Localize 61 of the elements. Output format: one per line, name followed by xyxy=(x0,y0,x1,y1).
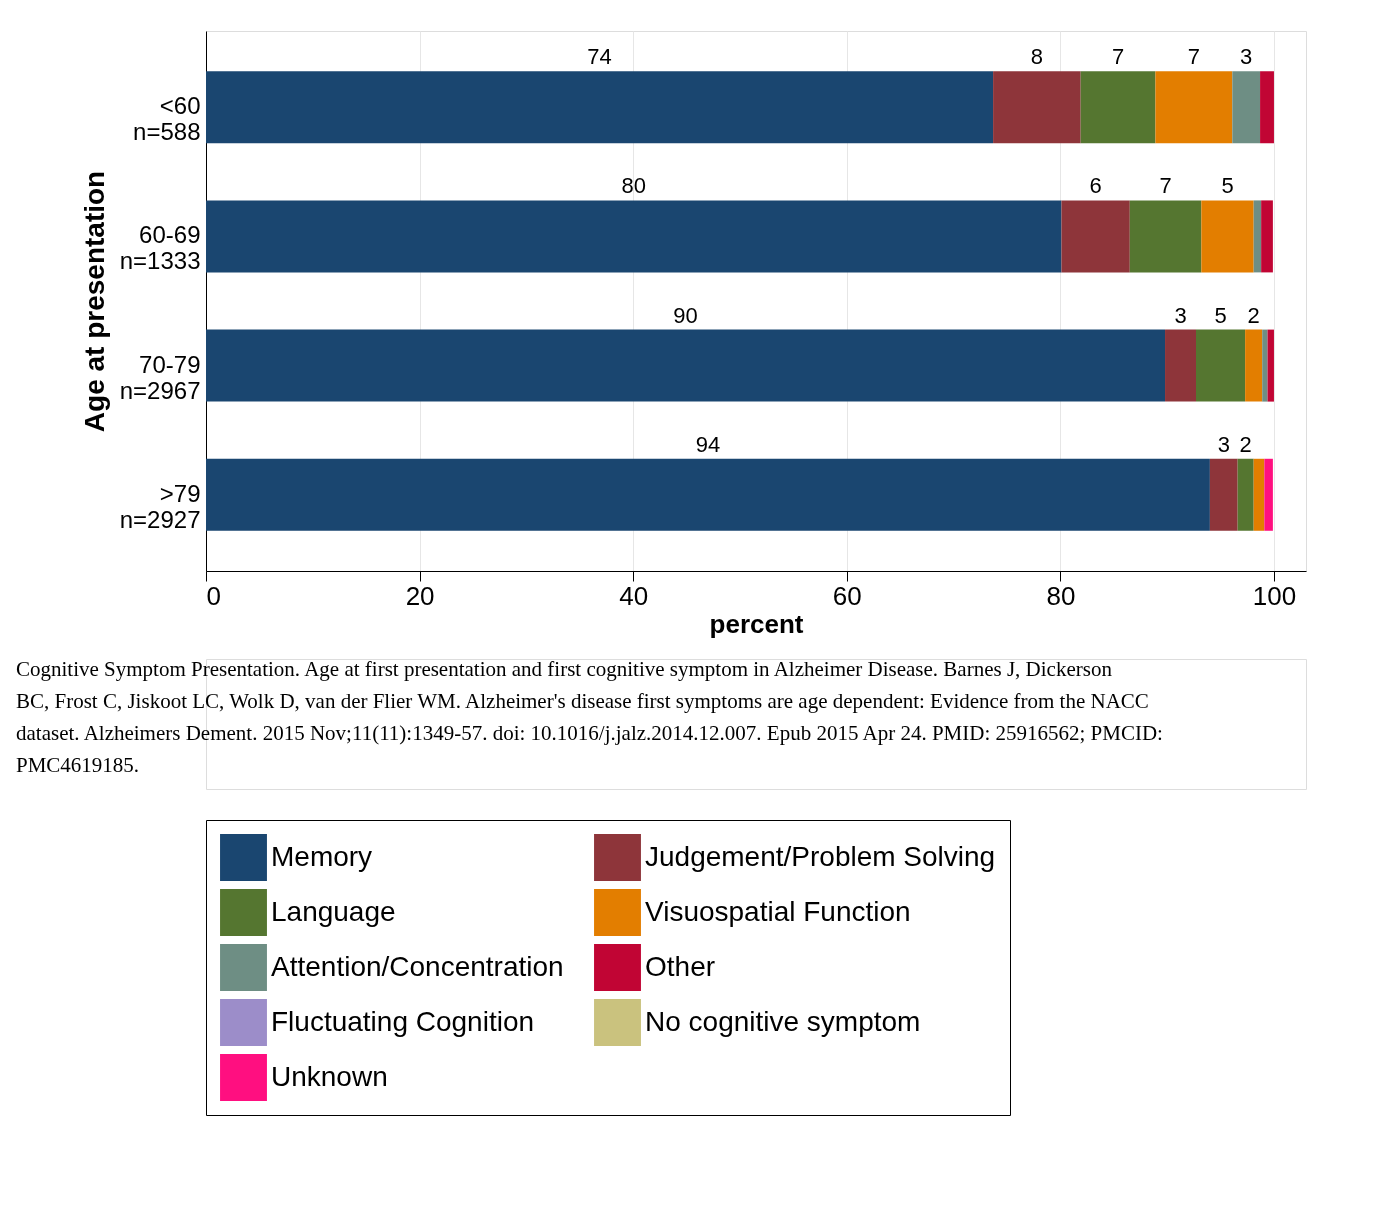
bar xyxy=(1261,200,1273,273)
bar xyxy=(1237,458,1254,531)
x-tick-label: 80 xyxy=(1046,580,1076,611)
bar xyxy=(1253,200,1262,273)
data-label: 3 xyxy=(1240,44,1253,70)
bar xyxy=(1209,458,1238,531)
data-label: 74 xyxy=(587,44,612,70)
data-label: 90 xyxy=(673,302,698,328)
data-label: 3 xyxy=(1174,302,1187,328)
data-label: 2 xyxy=(1247,302,1260,328)
data-label: 7 xyxy=(1187,44,1200,70)
data-label: 94 xyxy=(695,431,721,457)
legend-label: No cognitive symptom xyxy=(645,1005,921,1037)
legend-label: Judgement/Problem Solving xyxy=(645,840,996,872)
x-tick-label: 100 xyxy=(1252,580,1297,611)
bar xyxy=(1232,71,1261,144)
bar xyxy=(206,458,1210,531)
data-label: 6 xyxy=(1089,173,1102,199)
bar xyxy=(1080,71,1156,144)
data-label: 3 xyxy=(1217,431,1230,457)
bar xyxy=(1262,329,1268,402)
bar xyxy=(1201,200,1254,273)
y-tick-label: <60 n=588 xyxy=(133,92,201,146)
data-label: 7 xyxy=(1159,173,1172,199)
bar xyxy=(1129,200,1202,273)
bar xyxy=(993,71,1081,144)
y-axis-title: Age at presentation xyxy=(78,170,110,433)
x-tick-label: 40 xyxy=(619,580,649,611)
text: Cognitive Symptom Presentation. Age at first presentation and first cognitive symptom in Alzheimer Disease. Barnes J, Dickerson BC, Frost C, Jiskoot LC, Wolk D, van der Flier WM. Alzheimer's disease first symptoms are age dependent: Evidence from the NACC dataset. Alzheimers Dement. 2015 Nov;11(11):1349-57. doi: 10.1016/j.jalz.2014.12.007. Epub 2015 Apr 24. PMID: 25916562; PMCID: PMC4619185. xyxy=(16,657,1163,777)
x-axis-title: percent xyxy=(709,608,804,639)
data-label: 80 xyxy=(621,173,646,199)
legend-label: Attention/Concentration xyxy=(271,950,564,982)
data-label: 5 xyxy=(1214,302,1227,328)
legend-label: Other xyxy=(645,950,716,982)
x-tick-label: 20 xyxy=(405,580,435,611)
legend-label: Language xyxy=(271,895,396,927)
data-label: 8 xyxy=(1030,44,1043,70)
legend-label: Fluctuating Cognition xyxy=(271,1005,535,1037)
x-tick-label: 60 xyxy=(832,580,862,611)
legend-label: Memory xyxy=(271,840,373,872)
y-tick-label: 70-79 n=2967 xyxy=(119,350,201,404)
bar xyxy=(1196,329,1246,402)
y-tick-label: 60-69 n=1333 xyxy=(119,221,201,275)
bar xyxy=(206,200,1062,273)
bar xyxy=(1165,329,1196,402)
bar xyxy=(206,329,1166,402)
data-label: 7 xyxy=(1111,44,1125,70)
x-tick-label: 0 xyxy=(206,580,221,611)
bar xyxy=(1155,71,1233,144)
legend-label: Unknown xyxy=(271,1060,388,1092)
data-label: 2 xyxy=(1239,431,1252,457)
bar xyxy=(1245,329,1263,402)
bar xyxy=(1260,71,1274,144)
bar xyxy=(1267,329,1274,402)
legend-label: Visuospatial Function xyxy=(645,895,911,927)
bar xyxy=(1061,200,1130,273)
bar xyxy=(1253,458,1265,531)
data-label: 5 xyxy=(1221,173,1234,199)
y-tick-label: >79 n=2927 xyxy=(119,479,201,533)
bar xyxy=(206,71,994,144)
bar xyxy=(1264,458,1273,531)
